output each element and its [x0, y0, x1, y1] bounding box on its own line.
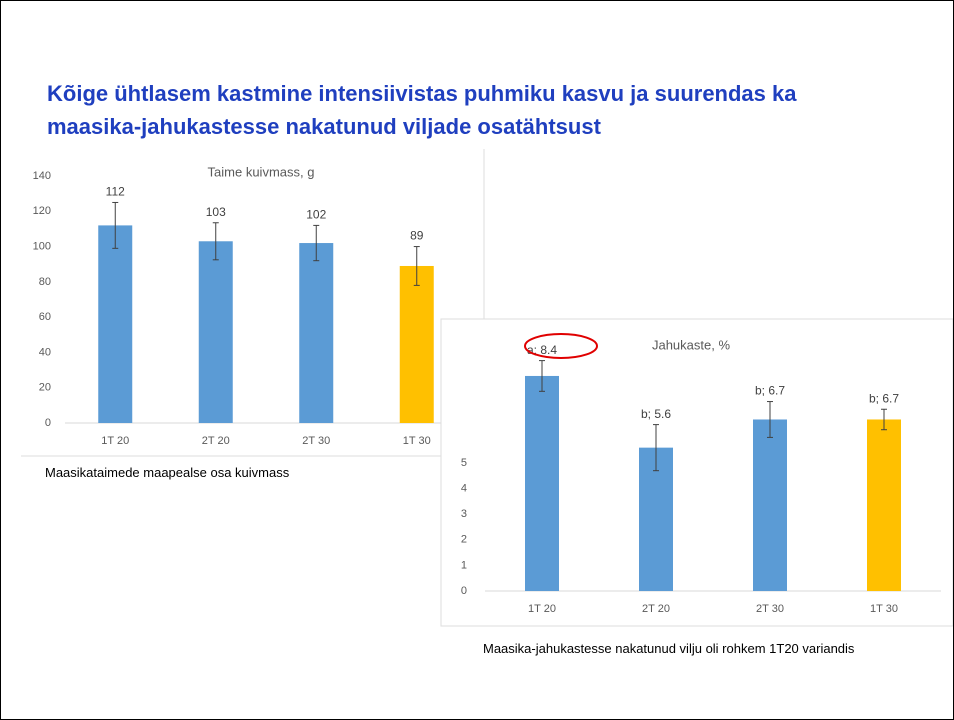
data-label: 103: [206, 205, 226, 219]
x-tick-label: 1T 20: [101, 435, 129, 447]
bar: [299, 243, 334, 423]
x-tick-label: 1T 20: [528, 603, 556, 615]
y-tick-label: 2: [461, 534, 467, 546]
y-tick-label: 120: [33, 205, 51, 217]
y-tick-label: 3: [461, 508, 467, 520]
y-tick-label: 1: [461, 559, 467, 571]
x-tick-label: 2T 20: [642, 603, 670, 615]
highlight-ellipse: [524, 333, 598, 359]
caption: Maasikataimede maapealse osa kuivmass: [45, 465, 290, 480]
chart-title: Jahukaste, %: [652, 337, 730, 352]
y-tick-label: 80: [39, 276, 51, 288]
bar: [753, 419, 787, 591]
bar: [639, 447, 673, 591]
y-tick-label: 20: [39, 382, 51, 394]
x-tick-label: 1T 30: [403, 435, 431, 447]
bar: [399, 265, 434, 423]
data-label: b; 6.7: [869, 391, 899, 405]
x-tick-label: 2T 30: [302, 435, 330, 447]
data-label: 89: [410, 229, 424, 243]
y-tick-label: 5: [461, 457, 467, 469]
caption: Maasika-jahukastesse nakatunud vilju oli…: [483, 641, 855, 656]
chart-2: Jahukaste, % 0 1 2 3 4 5 1T 20 a; 8.4 2T 20 b; 5.6…: [461, 337, 941, 656]
y-tick-label: 0: [45, 417, 51, 429]
y-tick-label: 0: [461, 585, 467, 597]
chart-1: Taime kuivmass, g 0 20 40 60 80 100 120 140 1T 20…: [33, 164, 467, 480]
y-tick-label: 4: [461, 483, 467, 495]
y-tick-label: 100: [33, 240, 51, 252]
bar: [98, 225, 133, 423]
slide-title: Kõige ühtlasem kastmine intensiivistas p…: [47, 81, 797, 139]
caption-box: Maasika-jahukastesse nakatunud vilju oli…: [483, 641, 855, 656]
bar: [198, 241, 233, 423]
x-tick-label: 2T 30: [756, 603, 784, 615]
bar: [867, 419, 901, 591]
data-label: b; 5.6: [641, 407, 671, 421]
y-tick-label: 40: [39, 346, 51, 358]
y-tick-label: 60: [39, 311, 51, 323]
x-tick-label: 2T 20: [202, 435, 230, 447]
caption-box: Maasikataimede maapealse osa kuivmass: [45, 465, 290, 480]
data-label: b; 6.7: [755, 384, 785, 398]
bar: [525, 375, 559, 591]
data-label: 112: [106, 185, 125, 199]
data-label: 102: [306, 208, 326, 222]
chart-title: Taime kuivmass, g: [208, 164, 315, 179]
data-label: a; 8.4: [527, 343, 557, 357]
y-tick-label: 140: [33, 170, 51, 182]
x-tick-label: 1T 30: [870, 603, 898, 615]
